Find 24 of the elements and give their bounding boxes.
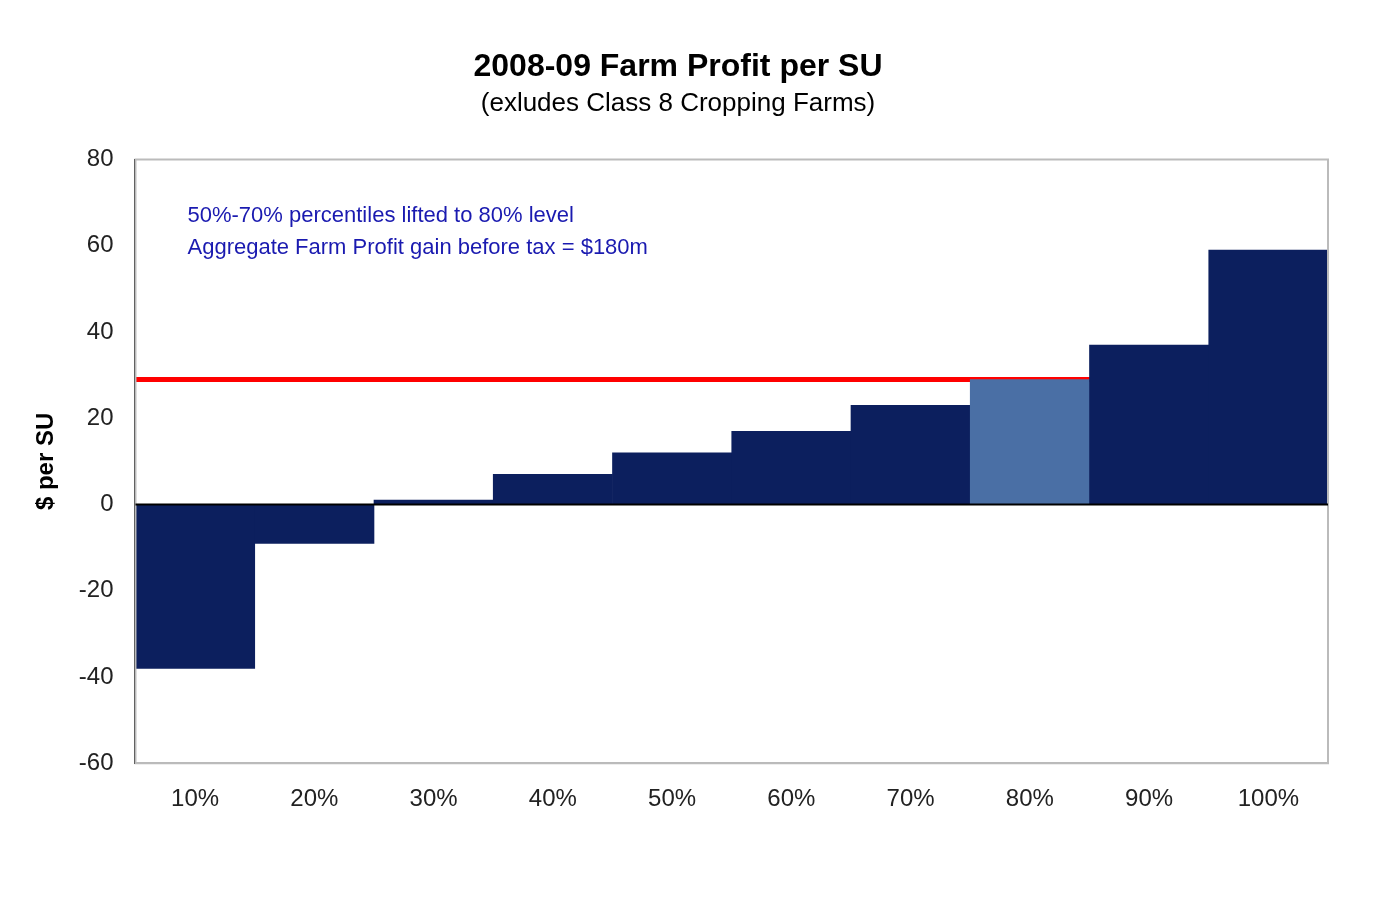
y-tick-label: 0 [100, 489, 114, 517]
x-tick-label: 50% [648, 784, 697, 812]
x-tick-label: 20% [290, 784, 339, 812]
annotation: Aggregate Farm Profit gain before tax = $180m [187, 233, 648, 259]
chart-subtitle: (exludes Class 8 Cropping Farms) [480, 87, 876, 118]
x-tick-label: 40% [528, 784, 577, 812]
y-tick-label: 80 [86, 144, 114, 172]
y-tick-label: 40 [86, 316, 114, 344]
x-tick-label: 80% [1005, 784, 1054, 812]
y-tick-label: 60 [86, 230, 114, 258]
x-tick-label: 90% [1125, 784, 1174, 812]
y-tick-label: 20 [86, 402, 114, 430]
bar [969, 379, 1090, 505]
y-tick-label: -20 [78, 575, 114, 603]
y-tick-label: -40 [78, 661, 114, 689]
annotation: 50%-70% percentiles lifted to 80% level [187, 201, 574, 227]
x-tick-label: 70% [886, 784, 935, 812]
y-axis-title: $ per SU [31, 412, 59, 511]
x-tick-label: 10% [171, 784, 220, 812]
chart-title: 2008-09 Farm Profit per SU [473, 47, 883, 84]
x-tick-label: 60% [767, 784, 816, 812]
y-tick-label: -60 [78, 747, 114, 775]
x-tick-label: 100% [1237, 784, 1300, 812]
x-tick-label: 30% [409, 784, 458, 812]
